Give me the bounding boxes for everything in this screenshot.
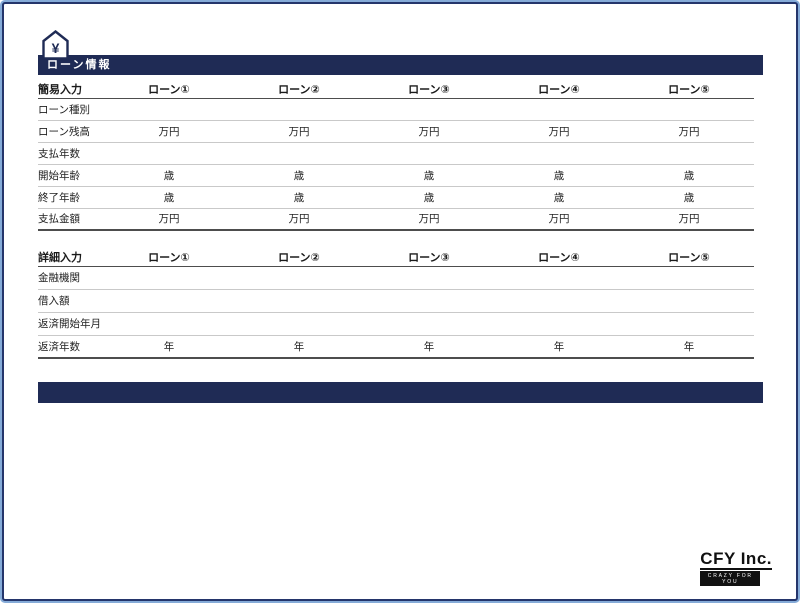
input-cell[interactable]: 歳 [364, 186, 494, 209]
company-tagline: CRAZY FOR YOU [700, 571, 761, 586]
row-label: ローン種別 [38, 98, 104, 121]
input-cell[interactable]: 歳 [104, 164, 234, 187]
input-cell[interactable]: 歳 [494, 186, 624, 209]
input-cell[interactable]: 万円 [104, 120, 234, 143]
divider-bar [38, 382, 763, 403]
simple-header-row: 簡易入力 ローン① ローン② ローン③ ローン④ ローン⑤ [38, 80, 754, 99]
column-header-loan3: ローン③ [364, 248, 494, 267]
input-cell[interactable]: 歳 [494, 164, 624, 187]
row-label: ローン残高 [38, 120, 104, 143]
input-cell[interactable] [234, 142, 364, 165]
row-label: 支払金額 [38, 208, 104, 231]
input-cell[interactable] [494, 142, 624, 165]
table-row-loan-balance: ローン残高 万円 万円 万円 万円 万円 [38, 120, 754, 143]
input-cell[interactable]: 歳 [364, 164, 494, 187]
input-cell[interactable]: 万円 [494, 120, 624, 143]
input-cell[interactable] [364, 266, 494, 290]
input-cell[interactable] [364, 312, 494, 336]
input-cell[interactable] [624, 312, 754, 336]
yen-symbol: ¥ [52, 40, 60, 56]
input-cell[interactable]: 年 [234, 335, 364, 359]
table-row-repayment-years: 返済年数 年 年 年 年 年 [38, 335, 754, 359]
column-header-loan2: ローン② [234, 80, 364, 99]
simple-section-label: 簡易入力 [38, 80, 104, 99]
company-name: CFY Inc. [700, 549, 772, 570]
row-label: 開始年齢 [38, 164, 104, 187]
input-cell[interactable] [494, 289, 624, 313]
input-cell[interactable] [104, 312, 234, 336]
input-cell[interactable] [624, 142, 754, 165]
column-header-loan1: ローン① [104, 248, 234, 267]
input-cell[interactable]: 年 [364, 335, 494, 359]
table-row-repayment-start: 返済開始年月 [38, 312, 754, 336]
input-cell[interactable] [234, 289, 364, 313]
input-cell[interactable] [104, 266, 234, 290]
input-cell[interactable]: 歳 [104, 186, 234, 209]
input-cell[interactable]: 万円 [624, 208, 754, 231]
input-cell[interactable] [364, 142, 494, 165]
row-label: 終了年齢 [38, 186, 104, 209]
row-label: 返済開始年月 [38, 312, 104, 336]
input-cell[interactable] [234, 312, 364, 336]
input-cell[interactable] [624, 98, 754, 121]
table-row-borrowed-amount: 借入額 [38, 289, 754, 313]
input-cell[interactable] [494, 312, 624, 336]
table-row-start-age: 開始年齢 歳 歳 歳 歳 歳 [38, 164, 754, 187]
row-label: 借入額 [38, 289, 104, 313]
input-cell[interactable] [364, 98, 494, 121]
column-header-loan3: ローン③ [364, 80, 494, 99]
simple-input-table: 簡易入力 ローン① ローン② ローン③ ローン④ ローン⑤ ローン種別 [38, 80, 754, 231]
input-cell[interactable]: 万円 [364, 120, 494, 143]
input-cell[interactable]: 万円 [234, 208, 364, 231]
input-cell[interactable]: 年 [104, 335, 234, 359]
section-title-bar: ローン情報 [38, 55, 763, 75]
input-cell[interactable]: 万円 [364, 208, 494, 231]
column-header-loan4: ローン④ [494, 248, 624, 267]
row-label: 金融機関 [38, 266, 104, 290]
page-title: ローン情報 [47, 58, 112, 71]
input-cell[interactable] [104, 289, 234, 313]
input-cell[interactable]: 歳 [624, 164, 754, 187]
column-header-loan1: ローン① [104, 80, 234, 99]
input-cell[interactable] [104, 98, 234, 121]
input-cell[interactable]: 歳 [624, 186, 754, 209]
input-cell[interactable]: 歳 [234, 164, 364, 187]
input-cell[interactable] [234, 266, 364, 290]
row-label: 返済年数 [38, 335, 104, 359]
company-logo: CFY Inc. CRAZY FOR YOU [700, 550, 772, 586]
input-cell[interactable] [234, 98, 364, 121]
column-header-loan2: ローン② [234, 248, 364, 267]
input-cell[interactable] [624, 266, 754, 290]
column-header-loan5: ローン⑤ [624, 80, 754, 99]
input-cell[interactable] [624, 289, 754, 313]
column-header-loan4: ローン④ [494, 80, 624, 99]
input-cell[interactable] [494, 266, 624, 290]
row-label: 支払年数 [38, 142, 104, 165]
input-cell[interactable] [494, 98, 624, 121]
detail-input-table: 詳細入力 ローン① ローン② ローン③ ローン④ ローン⑤ 金融機関 [38, 248, 754, 359]
column-header-loan5: ローン⑤ [624, 248, 754, 267]
detail-header-row: 詳細入力 ローン① ローン② ローン③ ローン④ ローン⑤ [38, 248, 754, 267]
input-cell[interactable]: 万円 [624, 120, 754, 143]
yen-house-icon: ¥ [42, 30, 69, 60]
table-row-end-age: 終了年齢 歳 歳 歳 歳 歳 [38, 186, 754, 209]
input-cell[interactable]: 万円 [234, 120, 364, 143]
table-row-payment-years: 支払年数 [38, 142, 754, 165]
detail-section-label: 詳細入力 [38, 248, 104, 267]
table-row-payment-amount: 支払金額 万円 万円 万円 万円 万円 [38, 208, 754, 231]
table-row-loan-type: ローン種別 [38, 98, 754, 121]
table-row-financial-institution: 金融機関 [38, 266, 754, 290]
input-cell[interactable]: 万円 [104, 208, 234, 231]
input-cell[interactable]: 万円 [494, 208, 624, 231]
input-cell[interactable]: 年 [624, 335, 754, 359]
input-cell[interactable]: 年 [494, 335, 624, 359]
input-cell[interactable]: 歳 [234, 186, 364, 209]
input-cell[interactable] [364, 289, 494, 313]
input-cell[interactable] [104, 142, 234, 165]
